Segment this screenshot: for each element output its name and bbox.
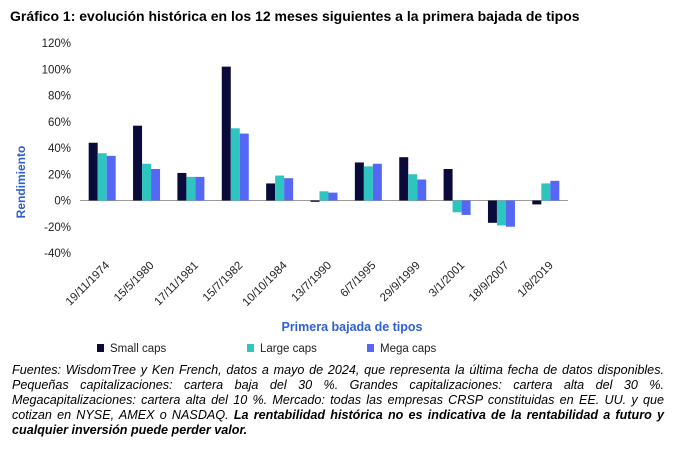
bar-large-caps [319, 191, 329, 201]
bar-mega-caps [151, 169, 161, 201]
bar-large-caps [186, 176, 196, 201]
legend-swatch [97, 344, 104, 352]
x-tick-label: 15/7/1982 [201, 260, 246, 305]
x-tick-label: 10/10/1984 [241, 259, 291, 309]
legend-swatch [367, 344, 374, 352]
footnote: Fuentes: WisdomTree y Ken French, datos … [12, 363, 664, 438]
y-axis-label: Rendimiento [14, 146, 28, 219]
y-tick-label: 80% [48, 91, 71, 103]
x-tick-label: 19/11/1974 [64, 259, 113, 308]
bar-large-caps [97, 153, 107, 201]
bar-mega-caps [372, 163, 382, 201]
x-tick-label: 29/9/1999 [378, 260, 423, 305]
bar-small-caps [487, 200, 497, 223]
bar-mega-caps [284, 178, 294, 201]
bar-large-caps [275, 175, 285, 201]
bar-mega-caps [550, 180, 560, 201]
footnote-disclaimer: La rentabilidad histórica no es indicati… [12, 408, 664, 437]
bar-small-caps [310, 200, 320, 202]
legend-label: Mega caps [380, 343, 437, 355]
x-tick-label: 1/8/2019 [516, 260, 556, 300]
legend-swatch [247, 344, 254, 352]
bar-small-caps [443, 169, 453, 201]
bar-large-caps [230, 128, 240, 201]
bar-mega-caps [195, 176, 205, 201]
bar-mega-caps [328, 192, 338, 201]
bar-small-caps [177, 172, 187, 201]
bar-large-caps [142, 163, 152, 201]
x-tick-label: 15/5/1980 [112, 260, 157, 305]
x-tick-label: 6/7/1995 [338, 260, 378, 300]
bar-small-caps [88, 142, 98, 201]
bar-mega-caps [505, 200, 515, 227]
bar-mega-caps [417, 179, 427, 201]
bar-mega-caps [106, 155, 116, 201]
y-tick-label: 20% [48, 169, 71, 181]
bars-group [88, 66, 560, 227]
y-tick-label: 40% [48, 143, 71, 155]
bar-chart: -40% -20% 0% 20% 40% 60% 80% 100% 120% 19/11/197… [14, 38, 568, 355]
y-tick-label: 120% [42, 38, 71, 50]
footnote-text: Fuentes: WisdomTree y Ken French, datos … [12, 363, 664, 422]
bar-large-caps [496, 200, 506, 226]
bar-large-caps [408, 174, 418, 201]
legend-label: Small caps [110, 343, 166, 355]
bar-large-caps [452, 200, 462, 213]
bar-large-caps [541, 183, 551, 201]
bar-small-caps [532, 200, 542, 205]
legend: Small caps Large caps Mega caps [97, 343, 437, 355]
y-axis: -40% -20% 0% 20% 40% 60% 80% 100% 120% [42, 38, 71, 260]
bar-small-caps [266, 183, 276, 201]
x-tick-label: 18/9/2007 [467, 260, 512, 305]
y-tick-label: 0% [54, 196, 71, 208]
bar-small-caps [133, 125, 143, 201]
bar-small-caps [399, 157, 409, 201]
x-tick-label: 17/11/1981 [152, 260, 201, 309]
y-tick-label: -40% [44, 248, 71, 260]
bar-small-caps [221, 66, 231, 201]
y-tick-label: 100% [42, 64, 71, 76]
x-tick-label: 13/7/1990 [289, 260, 334, 305]
bar-large-caps [363, 166, 373, 201]
x-axis-label: Primera bajada de tipos [281, 320, 422, 334]
bar-mega-caps [239, 133, 249, 201]
y-tick-label: 60% [48, 117, 71, 129]
x-tick-label: 3/1/2001 [427, 260, 467, 300]
y-tick-label: -20% [44, 222, 71, 234]
bar-mega-caps [461, 200, 471, 215]
bar-small-caps [354, 162, 364, 201]
chart-title: Gráfico 1: evolución histórica en los 12… [10, 8, 580, 24]
legend-label: Large caps [260, 343, 317, 355]
